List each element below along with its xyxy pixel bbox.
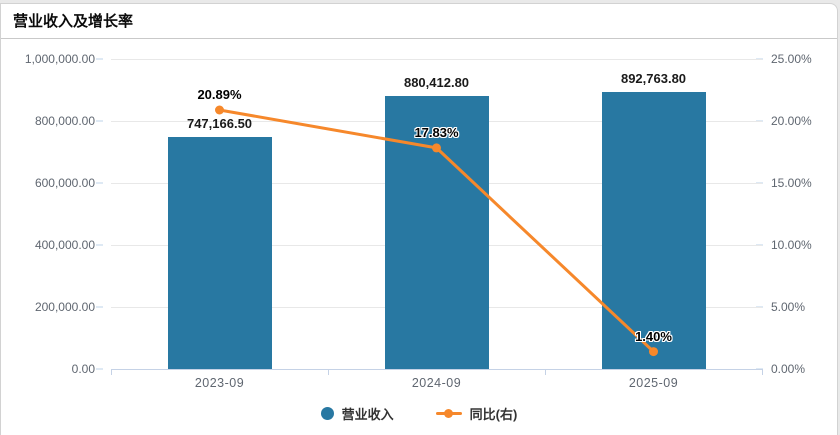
revenue-legend-marker-icon bbox=[320, 406, 334, 420]
left-axis-tick bbox=[96, 182, 103, 184]
left-axis-tick-label: 200,000.00 bbox=[34, 300, 95, 314]
x-axis-tick bbox=[545, 369, 546, 375]
yoy-line-point[interactable] bbox=[649, 347, 658, 357]
legend-item-label: 营业收入 bbox=[341, 406, 394, 422]
left-axis-tick-label: 1,000,000.00 bbox=[24, 52, 95, 66]
yoy-point-value-label: 20.89% bbox=[197, 86, 242, 102]
x-axis-tick bbox=[111, 369, 112, 375]
right-axis-tick-label: 10.00% bbox=[771, 238, 812, 252]
left-axis-tick bbox=[96, 306, 103, 308]
legend-item-label: 同比(右) bbox=[469, 406, 518, 422]
x-axis-category-label: 2023-09 bbox=[194, 376, 245, 390]
legend: 营业收入 同比(右) bbox=[1, 401, 837, 425]
revenue-bar[interactable] bbox=[167, 137, 272, 369]
left-axis-tick bbox=[96, 120, 103, 122]
left-axis-tick bbox=[96, 58, 103, 60]
revenue-bar-value-label: 892,763.80 bbox=[620, 71, 687, 87]
yoy-point-value-label: 1.40% bbox=[635, 328, 672, 344]
yoy-legend-marker-icon bbox=[435, 407, 462, 420]
x-axis-labels: 2023-09 2024-09 2025-09 bbox=[111, 376, 762, 392]
chart-card: 营业收入及增长率 1,000,000.00 800,000.00 600,000.0… bbox=[0, 3, 838, 435]
revenue-bar[interactable] bbox=[601, 92, 706, 369]
left-axis-labels: 1,000,000.00 800,000.00 600,000.00 400,000.… bbox=[1, 52, 95, 376]
left-axis-tick-label: 400,000.00 bbox=[34, 238, 95, 252]
left-axis-ticks bbox=[96, 58, 103, 370]
yoy-point-value-label: 17.83% bbox=[414, 124, 459, 140]
chart-title: 营业收入及增长率 bbox=[13, 13, 134, 30]
x-axis-tick bbox=[328, 369, 329, 375]
yoy-line-layer bbox=[215, 105, 658, 357]
right-axis-tick-label: 25.00% bbox=[771, 52, 812, 66]
revenue-bar-value-label: 747,166.50 bbox=[186, 116, 253, 132]
right-axis-labels: 25.00% 20.00% 15.00% 10.00% 5.00% 0.00% bbox=[771, 52, 839, 376]
revenue-bar-value-label: 880,412.80 bbox=[403, 75, 470, 91]
left-axis-tick-label: 800,000.00 bbox=[34, 114, 95, 128]
right-axis-tick-label: 20.00% bbox=[771, 114, 812, 128]
x-axis-category-label: 2025-09 bbox=[628, 376, 679, 390]
x-axis-category-label: 2024-09 bbox=[411, 376, 462, 390]
legend-item-revenue[interactable]: 营业收入 bbox=[320, 404, 394, 423]
x-axis-tick bbox=[762, 369, 763, 375]
left-axis-tick-label: 600,000.00 bbox=[34, 176, 95, 190]
yoy-line-point[interactable] bbox=[432, 143, 441, 153]
left-axis-tick-label: 0.00 bbox=[71, 362, 95, 376]
right-axis-tick-label: 15.00% bbox=[771, 176, 812, 190]
yoy-line-point[interactable] bbox=[215, 105, 224, 115]
right-axis-tick-label: 0.00% bbox=[771, 362, 806, 376]
legend-item-yoy[interactable]: 同比(右) bbox=[435, 404, 518, 423]
plot-area: 747,166.50 880,412.80 892,763.80 20.89% 17.8… bbox=[111, 59, 763, 375]
chart-header: 营业收入及增长率 bbox=[1, 4, 837, 39]
gridline bbox=[111, 59, 762, 60]
right-axis-tick-label: 5.00% bbox=[771, 300, 806, 314]
left-axis-tick bbox=[96, 244, 103, 246]
left-axis-tick bbox=[96, 368, 103, 370]
